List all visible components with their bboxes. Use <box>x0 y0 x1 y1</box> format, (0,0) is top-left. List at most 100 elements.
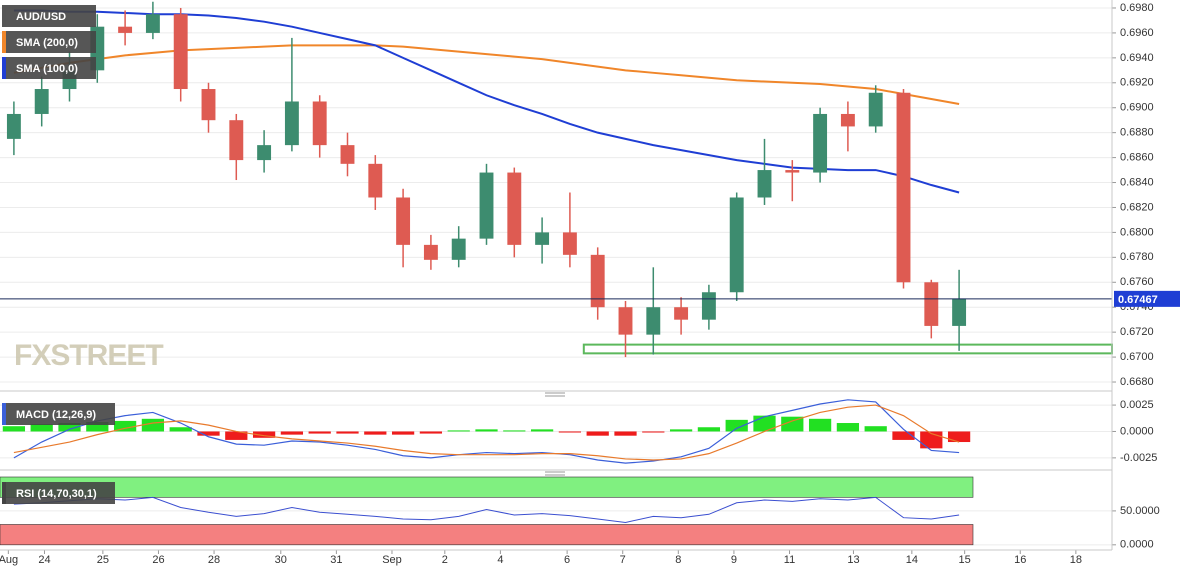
y-tick-label: 0.6880 <box>1120 127 1154 139</box>
candle-body <box>118 26 133 33</box>
x-tick-label: 13 <box>847 554 859 566</box>
legend-box <box>2 31 96 53</box>
histogram-bar <box>30 424 53 432</box>
legend-box <box>2 5 96 27</box>
candle-body <box>701 292 716 320</box>
legend-swatch <box>2 403 6 425</box>
candle-body <box>201 89 216 121</box>
y-tick-label: 0.6820 <box>1120 201 1154 213</box>
candle-body <box>535 232 550 245</box>
y-tick-label: 0.6900 <box>1120 102 1154 114</box>
candle-body <box>479 172 494 239</box>
x-tick-label: 28 <box>208 554 220 566</box>
y-tick-label: 0.6860 <box>1120 152 1154 164</box>
y-tick-label: 50.0000 <box>1120 505 1160 517</box>
candle-body <box>312 101 327 146</box>
x-tick-label: 14 <box>906 554 918 566</box>
histogram-bar <box>280 431 304 435</box>
x-tick-label: 18 <box>1070 554 1082 566</box>
candle-body <box>396 197 411 245</box>
x-tick-label: 6 <box>564 554 570 566</box>
y-tick-label: 0.6700 <box>1120 351 1154 363</box>
histogram-bar <box>781 416 804 432</box>
histogram-bar <box>447 430 470 432</box>
histogram-bar <box>308 431 331 434</box>
histogram-bar <box>642 431 665 433</box>
legend-label: AUD/USD <box>16 11 66 23</box>
candle-body <box>6 113 21 139</box>
candle-body <box>840 113 855 127</box>
y-tick-label: 0.6780 <box>1120 251 1154 263</box>
y-tick-label: 0.6980 <box>1120 2 1154 14</box>
histogram-bar <box>475 429 498 432</box>
histogram-bar <box>2 426 26 432</box>
candle-body <box>145 14 160 33</box>
candle-body <box>173 14 188 90</box>
histogram-bar <box>947 431 971 443</box>
rsi-band <box>0 476 974 498</box>
x-tick-label: 11 <box>784 554 795 566</box>
histogram-bar <box>558 431 582 433</box>
x-tick-label: 7 <box>620 554 626 566</box>
x-tick-label: Sep <box>382 554 402 566</box>
legend-swatch <box>2 31 6 53</box>
last-price-box <box>1114 290 1180 307</box>
x-tick-label: 31 <box>330 554 342 566</box>
indicator-line <box>13 496 960 523</box>
histogram-bar <box>864 426 887 432</box>
legend-label: SMA (200,0) <box>16 37 78 49</box>
x-tick-label: 8 <box>675 554 681 566</box>
candle-body <box>618 307 633 335</box>
y-tick-label: 0.6760 <box>1120 276 1154 288</box>
candle-body <box>507 172 522 245</box>
x-tick-label: 26 <box>152 554 164 566</box>
histogram-bar <box>391 431 415 435</box>
histogram-bar <box>197 431 220 436</box>
y-tick-label: 0.6680 <box>1120 376 1154 388</box>
resize-grip[interactable] <box>545 471 565 476</box>
histogram-bar <box>225 431 248 440</box>
candle-body <box>757 170 772 198</box>
indicator-line <box>13 44 960 105</box>
histogram-bar <box>836 423 860 432</box>
histogram-bar <box>503 430 526 432</box>
candle-body <box>646 307 661 335</box>
candle-body <box>868 92 883 127</box>
candle-body <box>729 197 744 293</box>
histogram-bar <box>614 431 637 436</box>
histogram-bar <box>252 431 276 438</box>
y-tick-label: -0.0025 <box>1120 452 1157 464</box>
candle-body <box>952 298 967 326</box>
candle-body <box>423 244 438 260</box>
candle-body <box>34 89 49 114</box>
histogram-bar <box>669 429 693 432</box>
histogram-bar <box>113 420 137 432</box>
legend-box <box>2 482 115 504</box>
candle-body <box>813 113 828 173</box>
histogram-bar <box>169 427 192 432</box>
x-tick-label: 30 <box>275 554 287 566</box>
x-tick-label: 15 <box>959 554 971 566</box>
legend-swatch <box>2 482 6 504</box>
candle-body <box>340 145 355 164</box>
histogram-bar <box>892 431 915 440</box>
y-tick-label: 0.6960 <box>1120 27 1154 39</box>
watermark: FXSTREET <box>14 339 163 372</box>
indicator-line <box>13 9 960 194</box>
y-tick-label: 0.6720 <box>1120 326 1154 338</box>
y-tick-label: 0.0000 <box>1120 425 1154 437</box>
candle-body <box>896 92 911 283</box>
legend-label: RSI (14,70,30,1) <box>16 488 97 500</box>
indicator-line <box>13 399 960 464</box>
candle-body <box>451 238 466 260</box>
histogram-bar <box>808 418 832 432</box>
candle-body <box>924 282 939 326</box>
last-price-label: 0.67467 <box>1118 294 1158 306</box>
candle-body <box>257 145 272 161</box>
x-tick-label: 24 <box>38 554 50 566</box>
candle-body <box>368 163 383 198</box>
histogram-bar <box>86 421 109 432</box>
candle-body <box>785 170 800 173</box>
resize-grip[interactable] <box>545 392 565 397</box>
